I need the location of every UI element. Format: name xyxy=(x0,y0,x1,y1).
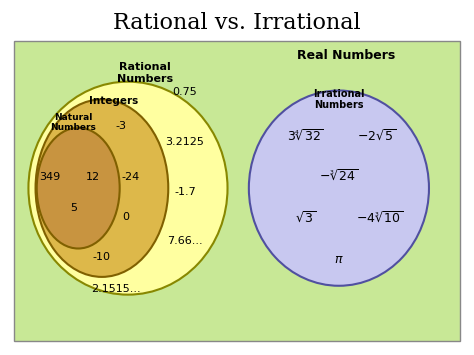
Text: $-4\sqrt[3]{10}$: $-4\sqrt[3]{10}$ xyxy=(356,211,403,226)
Text: Real Numbers: Real Numbers xyxy=(297,49,395,61)
Text: $-2\sqrt{5}$: $-2\sqrt{5}$ xyxy=(357,129,397,144)
Text: -24: -24 xyxy=(121,173,139,182)
Text: 12: 12 xyxy=(85,173,100,182)
Text: Integers: Integers xyxy=(89,96,138,106)
Text: 0.75: 0.75 xyxy=(173,87,197,97)
Text: -3: -3 xyxy=(115,121,127,131)
Ellipse shape xyxy=(37,128,119,248)
Text: Rational vs. Irrational: Rational vs. Irrational xyxy=(113,12,361,34)
FancyBboxPatch shape xyxy=(14,41,460,341)
Text: $3\sqrt[4]{32}$: $3\sqrt[4]{32}$ xyxy=(287,129,324,144)
Text: 0: 0 xyxy=(122,212,129,222)
Text: Rational
Numbers: Rational Numbers xyxy=(117,62,173,83)
Text: Natural
Numbers: Natural Numbers xyxy=(51,113,96,132)
Text: 2.1515...: 2.1515... xyxy=(91,284,141,294)
Text: $-\sqrt[3]{24}$: $-\sqrt[3]{24}$ xyxy=(319,168,359,183)
Text: 3.2125: 3.2125 xyxy=(165,137,204,147)
Text: -10: -10 xyxy=(93,252,111,262)
Text: 7.66...: 7.66... xyxy=(167,236,203,246)
Ellipse shape xyxy=(36,99,168,277)
Text: 349: 349 xyxy=(39,173,60,182)
Ellipse shape xyxy=(249,91,429,286)
Text: Irrational
Numbers: Irrational Numbers xyxy=(313,89,365,110)
Text: $\pi$: $\pi$ xyxy=(334,253,344,266)
Text: 5: 5 xyxy=(70,203,77,213)
Text: -1.7: -1.7 xyxy=(174,187,196,197)
Text: $\sqrt{3}$: $\sqrt{3}$ xyxy=(295,211,316,226)
Ellipse shape xyxy=(28,82,228,295)
